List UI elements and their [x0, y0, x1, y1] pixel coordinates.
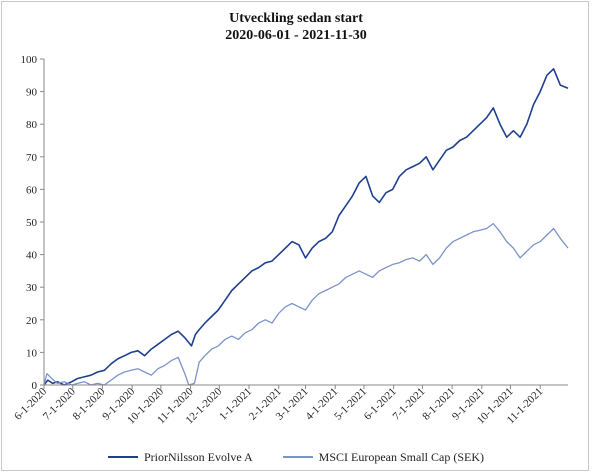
y-tick-label: 60	[26, 184, 38, 196]
y-tick-label: 0	[32, 380, 38, 392]
legend-swatch-msci	[282, 456, 313, 458]
y-tick-label: 10	[26, 347, 38, 359]
y-tick-label: 80	[26, 119, 38, 131]
legend-label-evolve: PriorNilsson Evolve A	[144, 449, 253, 464]
series-lines	[43, 68, 569, 386]
y-tick-label: 30	[26, 282, 38, 294]
legend-label-msci: MSCI European Small Cap (SEK)	[318, 449, 484, 464]
y-tick-label: 100	[21, 54, 38, 66]
y-tick-label: 20	[26, 315, 38, 327]
legend-entry-evolve: PriorNilsson Evolve A	[108, 450, 253, 465]
y-tick-label: 40	[26, 250, 38, 262]
y-tick-label: 90	[26, 87, 38, 99]
legend: PriorNilsson Evolve A MSCI European Smal…	[0, 447, 592, 467]
chart-subtitle: 2020-06-01 - 2021-11-30	[225, 28, 367, 43]
legend-entry-msci: MSCI European Small Cap (SEK)	[282, 449, 484, 465]
y-axis-ticks: 0 10 20 30 40 50 60 70 80 90 100	[21, 54, 44, 392]
y-tick-label: 70	[26, 152, 38, 164]
series-line-0	[43, 68, 569, 386]
y-tick-label: 50	[26, 217, 38, 229]
series-line-1	[43, 222, 569, 386]
legend-swatch-evolve	[108, 456, 138, 458]
line-chart: 0 10 20 30 40 50 60 70 80 90 100 6-1-20207-1-20208…	[12, 54, 569, 427]
chart-title-block: Utveckling sedan start 2020-06-01 - 2021…	[0, 10, 592, 44]
x-axis-ticks: 6-1-20207-1-20208-1-20209-1-202010-1-202…	[12, 385, 545, 427]
chart-title: Utveckling sedan start	[229, 11, 363, 26]
